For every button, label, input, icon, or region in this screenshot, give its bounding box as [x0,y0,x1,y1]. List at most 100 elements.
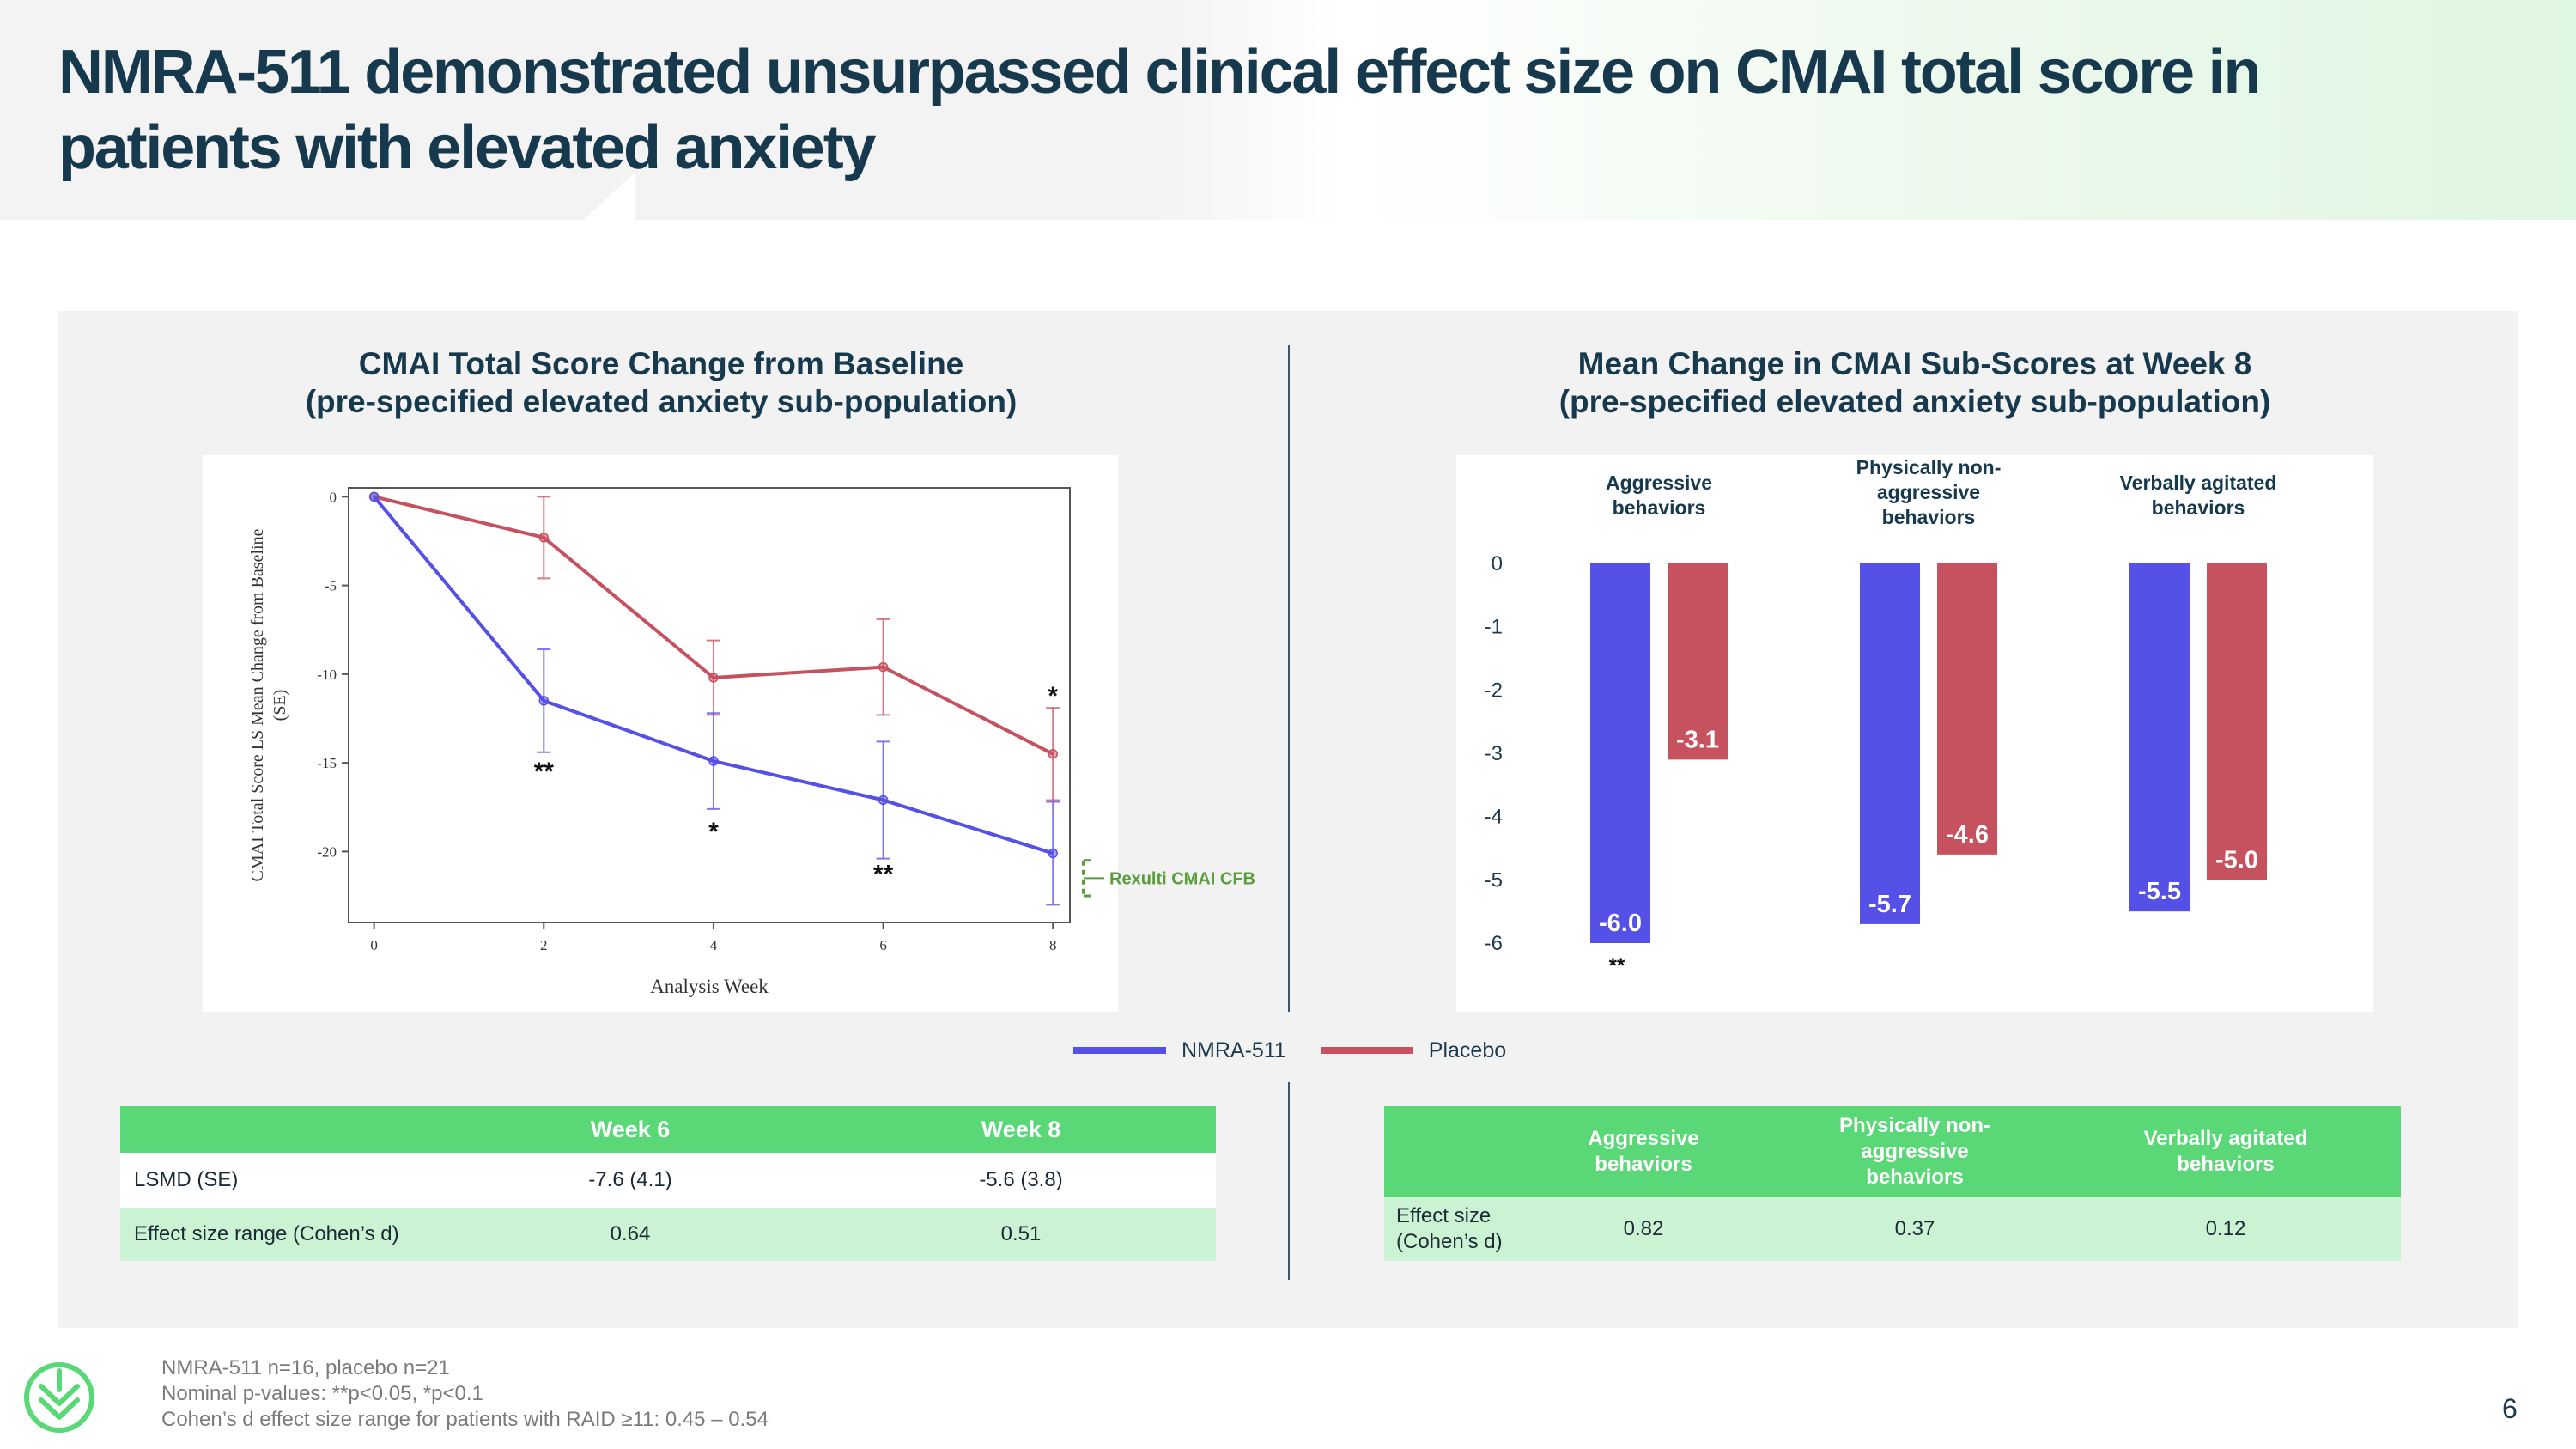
bar-y-tick-label: -4 [1485,806,1503,829]
lsmd-table-header-blank [120,1106,434,1153]
placebo-bar [1668,563,1728,760]
x-tick-label: 8 [1049,937,1057,953]
lsmd-table-row: LSMD (SE) -7.6 (4.1) -5.6 (3.8) [120,1153,1216,1208]
y-axis-title: CMAI Total Score LS Mean Change from Bas… [248,528,289,881]
bar-category-label-line: behaviors [1882,506,1976,528]
placebo-bar [2207,563,2267,880]
legend-label-placebo: Placebo [1428,1038,1507,1062]
lsmd-row-label: LSMD (SE) [120,1153,434,1208]
subscore-header-aggressive: Aggressive behaviors [1508,1106,1779,1197]
y-tick-label: -15 [317,755,337,771]
subscore-table-header: Aggressive behaviors Physically non-aggr… [1384,1106,2401,1197]
subscore-effect-verbally: 0.12 [2050,1197,2401,1261]
x-tick-label: 6 [879,937,887,953]
nmra-bar [1860,563,1920,924]
bar-category-label-line: Physically non- [1856,456,2002,478]
bar-category-label: Physically non-aggressive behaviors [1856,456,2002,528]
x-tick-label: 4 [710,937,718,953]
placebo-bar-value-label: -5.0 [2215,846,2258,874]
x-tick-label: 2 [540,937,548,953]
right-chart-heading-line2: (pre-specified elevated anxiety sub-popu… [1558,384,2271,419]
lsmd-table-header: Week 6 Week 8 [120,1106,1216,1153]
bar-y-tick-label: -6 [1485,932,1503,955]
nmra-data-point [708,756,719,766]
lsmd-week6-value: -7.6 (4.1) [434,1153,826,1208]
footnote-raid: Cohen’s d effect size range for patients… [161,1408,769,1431]
rexulti-reference-label: Rexulti CMAI CFB [1109,869,1255,888]
page-title: NMRA-511 demonstrated unsurpassed clinic… [58,38,2261,182]
bar-category-label-line: Verbally agitated [2120,472,2277,494]
placebo-data-point [878,661,889,673]
x-axis-title: Analysis Week [650,976,769,997]
placebo-data-point [538,533,550,543]
lsmd-week8-value: -5.6 (3.8) [826,1153,1216,1208]
lsmd-table-header-week8: Week 8 [826,1106,1216,1153]
legend-swatch-placebo [1320,1047,1413,1054]
bar-y-tick-label: -2 [1485,679,1503,702]
y-tick-label: -20 [317,843,337,860]
bar-category-label-line: behaviors [1613,496,1706,519]
right-chart-heading: Mean Change in CMAI Sub-Scores at Week 8… [1417,345,2413,421]
nmra-bar-significance-marker: ** [1609,954,1625,977]
x-tick-label: 0 [370,937,378,953]
footnote-sample-size: NMRA-511 n=16, placebo n=21 [161,1356,450,1379]
chart-legend: NMRA-511 Placebo [1073,1035,1540,1066]
footnote-p-values: Nominal p-values: **p<0.05, *p<0.1 [161,1382,483,1405]
nmra-significance-marker: * [708,818,719,846]
placebo-bar [1937,563,1997,855]
panel-divider-top [1288,345,1290,1012]
effect-size-week8-value: 0.51 [826,1208,1216,1261]
subscore-effect-aggressive: 0.82 [1508,1197,1779,1261]
company-logo-icon [24,1362,94,1433]
subscore-effect-table: Aggressive behaviors Physically non-aggr… [1384,1106,2401,1261]
subscore-effect-physically: 0.37 [1779,1197,2050,1261]
bar-category-label-line: aggressive [1877,481,1980,503]
plot-frame [348,487,1071,923]
left-chart-heading-line1: CMAI Total Score Change from Baseline [358,346,964,381]
nmra-bar-value-label: -5.5 [2138,878,2181,905]
nmra-bar-value-label: -6.0 [1599,910,1642,937]
placebo-bar-value-label: -3.1 [1676,726,1719,753]
left-chart-heading: CMAI Total Score Change from Baseline (p… [155,345,1168,421]
nmra-data-point [878,795,889,806]
header-band [0,0,2576,220]
subscore-table-header-blank [1384,1106,1508,1197]
nmra-bar [1590,563,1650,943]
bar-category-label: Aggressive behaviors [1606,472,1712,519]
effect-size-week6-value: 0.64 [434,1208,826,1261]
line-chart: 0 -5 -10 -15 -20 0 2 4 6 8 Analysis Week CMAI Total… [248,487,1071,997]
nmra-significance-marker: ** [534,758,555,786]
placebo-significance-marker: * [1048,682,1058,710]
y-tick-label: -5 [325,578,337,594]
bar-chart-container: 0 -1 -2 -3 -4 -5 -6 Aggressive behaviors -6.0 ** -3… [1456,455,2373,1012]
line-chart-container: 0 -5 -10 -15 -20 0 2 4 6 8 Analysis Week CMAI Total… [203,455,1118,1012]
panel-divider-bottom [1288,1082,1290,1280]
nmra-bar-value-label: -5.7 [1868,891,1911,918]
y-tick-label: 0 [330,489,337,505]
placebo-data-point [708,673,719,683]
bar-category-label-line: Aggressive [1606,472,1712,494]
nmra-significance-marker: ** [873,860,894,888]
placebo-data-point [1048,749,1058,759]
bar-y-tick-label: -1 [1485,616,1503,639]
nmra-bar [2129,563,2190,912]
nmra-data-point [538,696,550,706]
nmra-data-point [1048,848,1058,859]
footnotes: NMRA-511 n=16, placebo n=21 Nominal p-va… [161,1355,769,1433]
subscore-header-physically: Physically non-aggressive behaviors [1779,1106,2050,1197]
left-chart-heading-line2: (pre-specified elevated anxiety sub-popu… [305,384,1018,419]
bar-y-tick-label: 0 [1492,552,1503,575]
subscore-header-verbally: Verbally agitated behaviors [2050,1106,2401,1197]
right-chart-heading-line1: Mean Change in CMAI Sub-Scores at Week 8 [1577,346,2252,381]
bar-category-label-line: behaviors [2152,496,2245,519]
y-axis-title-line2: (SE) [270,690,289,721]
rexulti-reference-overlay: Rexulti CMAI CFB [1082,859,1255,898]
subscore-effect-row: Effect size (Cohen’s d) 0.82 0.37 0.12 [1384,1197,2401,1261]
bar-category-label: Verbally agitated behaviors [2120,472,2277,519]
effect-size-row-label: Effect size range (Cohen’s d) [120,1208,434,1261]
header-decoration [584,172,635,220]
y-tick-label: -10 [317,667,337,683]
lsmd-table-header-week6: Week 6 [434,1106,826,1153]
legend-swatch-nmra [1073,1047,1166,1054]
